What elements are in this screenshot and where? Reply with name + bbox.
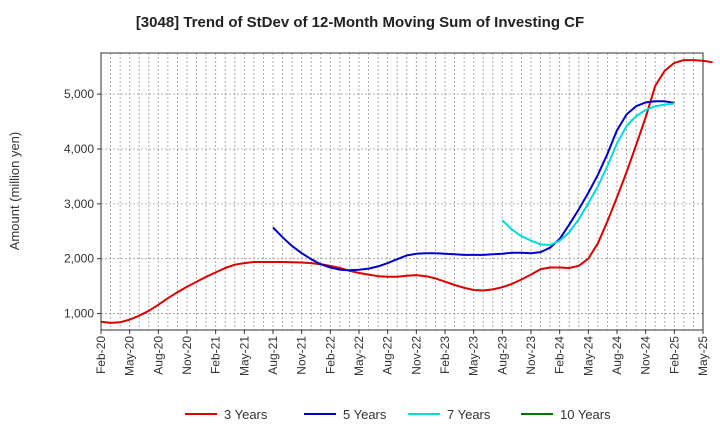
- grid-lines: [100, 53, 704, 330]
- legend-label-3-years: 3 Years: [224, 407, 268, 422]
- x-tick-label: Aug-24: [610, 336, 624, 375]
- x-tick-label: Nov-22: [409, 336, 423, 375]
- x-tick-label: May-23: [467, 336, 481, 376]
- x-tick-label: Aug-23: [495, 336, 509, 375]
- x-tick-label: Aug-22: [381, 336, 395, 375]
- axes: [100, 52, 704, 331]
- y-tick-labels: 1,000 2,000 3,000 4,000 5,000: [64, 87, 101, 321]
- x-tick-label: May-21: [237, 336, 251, 376]
- x-tick-label: May-24: [581, 336, 595, 376]
- legend: 3 Years 5 Years 7 Years 10 Years: [185, 407, 611, 422]
- y-tick-label: 5,000: [64, 87, 94, 101]
- x-tick-label: Feb-24: [553, 336, 567, 374]
- y-tick-label: 4,000: [64, 142, 94, 156]
- x-tick-label: Feb-23: [438, 336, 452, 374]
- x-tick-label: Nov-21: [295, 336, 309, 375]
- series-line-7-years: [501, 102, 675, 246]
- y-tick-label: 2,000: [64, 252, 94, 266]
- series-line-5-years: [272, 100, 675, 272]
- x-tick-label: Aug-21: [266, 336, 280, 375]
- x-tick-label: May-22: [352, 336, 366, 376]
- x-tick-label: Nov-23: [524, 336, 538, 375]
- chart-title: [3048] Trend of StDev of 12-Month Moving…: [135, 14, 585, 31]
- y-axis-label: Amount (million yen): [7, 132, 22, 251]
- x-tick-label: Nov-24: [639, 336, 653, 375]
- y-tick-label: 3,000: [64, 197, 94, 211]
- x-tick-label: Feb-25: [667, 336, 681, 374]
- x-tick-label: May-25: [696, 336, 710, 376]
- x-tick-label: Nov-20: [180, 336, 194, 375]
- series-line-3-years: [100, 59, 713, 324]
- plot-frame: [100, 52, 704, 331]
- legend-label-5-years: 5 Years: [343, 407, 387, 422]
- plot-background: [101, 53, 703, 330]
- x-tick-label: Feb-20: [94, 336, 108, 374]
- series-lines: [100, 59, 713, 324]
- legend-label-7-years: 7 Years: [447, 407, 491, 422]
- x-tick-label: May-20: [123, 336, 137, 376]
- x-tick-label: Aug-20: [151, 336, 165, 375]
- y-tick-label: 1,000: [64, 307, 94, 321]
- x-tick-labels: Feb-20 May-20 Aug-20 Nov-20 Feb-21 May-21 Aug-…: [94, 330, 710, 376]
- plot-area: [101, 53, 703, 330]
- x-tick-label: Feb-21: [209, 336, 223, 374]
- legend-label-10-years: 10 Years: [560, 407, 611, 422]
- x-tick-label: Feb-22: [323, 336, 337, 374]
